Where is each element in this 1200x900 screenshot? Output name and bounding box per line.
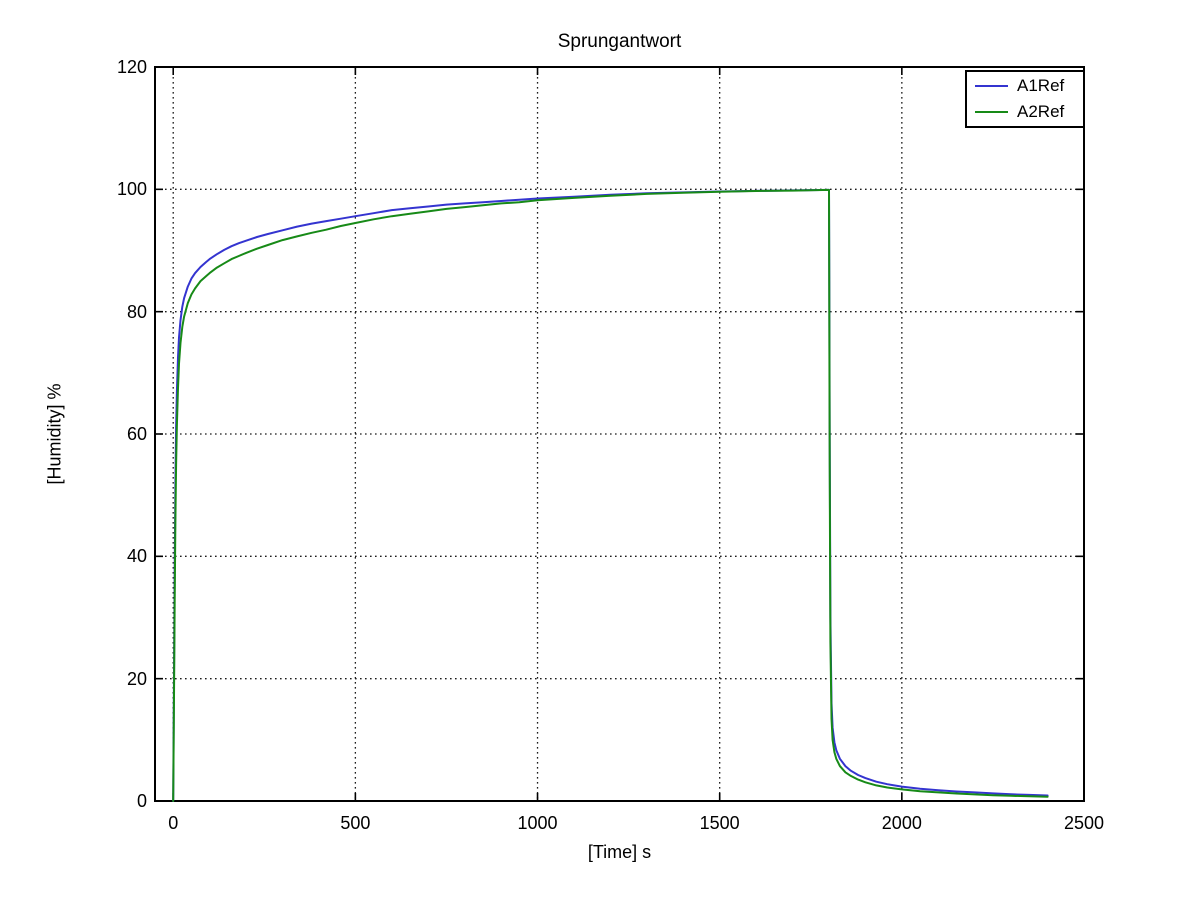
x-tick-label-2500: 2500	[1063, 813, 1105, 833]
x-tick-label-1000: 1000	[517, 813, 558, 833]
y-tick-label-120: 120	[116, 57, 147, 77]
y-tick-label-100: 100	[116, 179, 147, 200]
x-axis-label: [Time] s	[587, 842, 652, 862]
series-line-a2ref	[172, 188, 1049, 802]
x-tick-label-500: 500	[340, 813, 371, 833]
y-tick-label-0: 0	[136, 791, 147, 811]
y-tick-label-20: 20	[126, 668, 147, 689]
legend: A1Ref A2Ref	[965, 70, 1085, 128]
legend-label-a2ref: A2Ref	[1017, 101, 1065, 121]
legend-label-a1ref: A1Ref	[1017, 76, 1065, 96]
series-line-a1ref	[172, 188, 1049, 802]
legend-item-a1ref: A1Ref	[967, 75, 1083, 97]
y-tick-label-40: 40	[126, 546, 147, 567]
legend-line-sample-a1ref	[975, 85, 1008, 88]
legend-line-sample-a2ref	[975, 110, 1008, 113]
x-tick-label-1500: 1500	[699, 813, 740, 833]
y-tick-label-60: 60	[126, 424, 147, 444]
chart-title: Sprungantwort	[557, 31, 682, 52]
x-tick-label-0: 0	[168, 813, 179, 833]
axes-box	[154, 66, 1085, 802]
x-tick-label-2000: 2000	[881, 813, 922, 833]
legend-item-a2ref: A2Ref	[967, 101, 1083, 123]
y-tick-label-80: 80	[126, 301, 147, 322]
